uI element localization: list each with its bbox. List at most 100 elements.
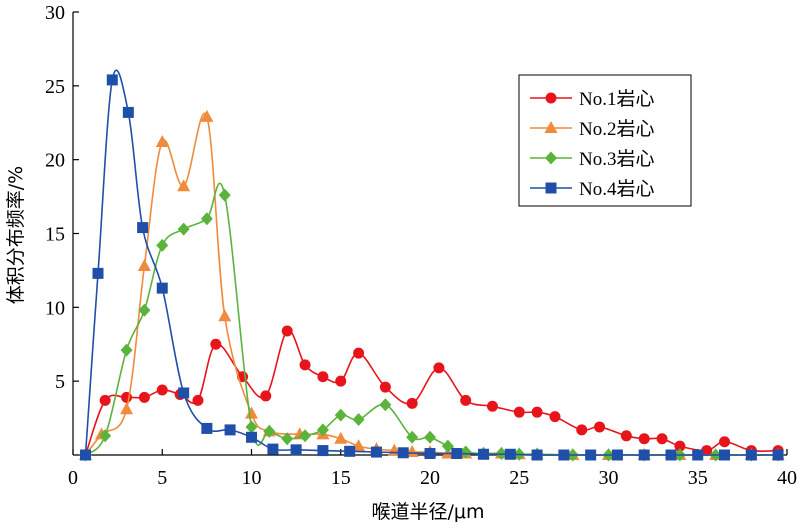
series-3-point: [281, 432, 294, 446]
series-3-line: [84, 182, 779, 456]
series-4-point: [397, 447, 409, 459]
x-tick-label: 0: [68, 467, 78, 489]
series-4-point: [178, 387, 190, 399]
series-1-point: [379, 381, 391, 393]
series-4-point: [478, 448, 490, 460]
series-2-point: [200, 109, 214, 122]
series-1-point: [281, 325, 293, 337]
series-1-point: [656, 433, 668, 445]
series-4-point: [451, 448, 463, 460]
series-1-point: [138, 391, 150, 403]
series-4-point: [719, 449, 731, 461]
series-4-point: [201, 422, 213, 434]
series-4-point: [317, 445, 329, 457]
legend-label: No.2岩心: [579, 118, 654, 140]
series-4-point: [772, 449, 784, 461]
series-1-point: [406, 397, 418, 409]
series-1-point: [594, 421, 606, 433]
x-axis-title: 喉道半径/μm: [372, 501, 485, 523]
plot-area: 0 5 10 15 20 25 30 35 40 5 10 15 20 25 30: [45, 2, 797, 489]
series-3-point: [138, 303, 151, 317]
series-2-point: [334, 431, 348, 444]
series-1-point: [260, 390, 272, 402]
series-3-point: [379, 398, 392, 412]
series-1-point: [156, 384, 168, 396]
series-1-point: [353, 347, 365, 359]
series-1-point: [674, 440, 686, 452]
series-3-point: [263, 424, 276, 438]
series-1-point: [335, 375, 347, 387]
series-3-point: [200, 212, 213, 226]
series-3-point: [245, 420, 258, 434]
x-tick-label: 20: [420, 467, 440, 489]
series-4-point: [370, 446, 382, 458]
series-4-point: [585, 449, 597, 461]
series-4-point: [156, 282, 168, 294]
series-3-point: [406, 430, 419, 444]
series-4-point: [79, 449, 91, 461]
series-3-point: [352, 413, 365, 427]
series-3-point: [299, 429, 312, 443]
series-3-point: [334, 408, 347, 422]
series-2-point: [218, 309, 232, 322]
series-3-point: [424, 430, 436, 444]
y-tick-label: 30: [45, 2, 65, 24]
series-4-point: [106, 74, 118, 86]
series-3-point: [120, 343, 133, 357]
series-3-point: [177, 222, 190, 236]
series-1-point: [433, 362, 445, 374]
series-1-point: [620, 430, 632, 442]
legend-label: No.1岩心: [579, 88, 654, 110]
series-4-point: [92, 267, 104, 279]
x-tick-label: 10: [242, 467, 262, 489]
legend-label: No.3岩心: [579, 148, 654, 170]
series-3: [79, 182, 785, 462]
series-1-point: [701, 445, 713, 457]
series-2-point: [120, 402, 134, 415]
series-3-point: [441, 439, 454, 453]
y-tick-label: 15: [45, 224, 65, 246]
series-4: [79, 69, 784, 461]
legend-marker: [544, 121, 558, 133]
x-tick-label: 25: [509, 467, 529, 489]
legend-label: No.4岩心: [579, 178, 654, 200]
series-3-point: [316, 423, 329, 437]
x-ticks: 0 5 10 15 20 25 30 35 40: [68, 449, 797, 489]
series-4-point: [611, 449, 623, 461]
series-2-point: [137, 258, 151, 271]
y-tick-label: 20: [45, 150, 65, 172]
series-2-point: [405, 445, 419, 458]
series-4-point: [267, 443, 279, 455]
legend-item: No.2岩心: [530, 118, 654, 140]
series-4-point: [290, 444, 302, 456]
series-1-point: [513, 406, 525, 418]
y-tick-label: 5: [55, 371, 65, 393]
series-1-point: [460, 394, 472, 406]
series-3-point: [459, 445, 472, 459]
y-ticks: 5 10 15 20 25 30: [45, 2, 79, 393]
series-4-point: [424, 448, 436, 460]
y-axis-title: 体积分布频率/%: [5, 166, 27, 304]
series-1-point: [121, 391, 133, 403]
series-2-point: [352, 439, 366, 452]
legend-marker: [545, 151, 557, 165]
series-4-point: [122, 106, 134, 118]
series-3-point: [156, 238, 169, 252]
x-tick-label: 40: [777, 467, 797, 489]
legend: No.1岩心 No.2岩心 No.3岩心 No.4岩心: [518, 74, 692, 207]
series-1-point: [531, 406, 543, 418]
legend-item: No.1岩心: [530, 88, 654, 110]
series-1-point: [719, 436, 731, 448]
series-4-point: [137, 222, 149, 234]
series-1-point: [549, 411, 561, 423]
series-1-point: [299, 359, 311, 371]
series-4-point: [558, 449, 570, 461]
series-1-point: [638, 433, 650, 445]
series-4-point: [224, 424, 236, 436]
series-4-point: [638, 449, 650, 461]
legend-item: No.3岩心: [530, 148, 654, 170]
legend-marker: [545, 182, 557, 194]
series-1-point: [486, 400, 498, 412]
series-4-point: [344, 445, 356, 457]
